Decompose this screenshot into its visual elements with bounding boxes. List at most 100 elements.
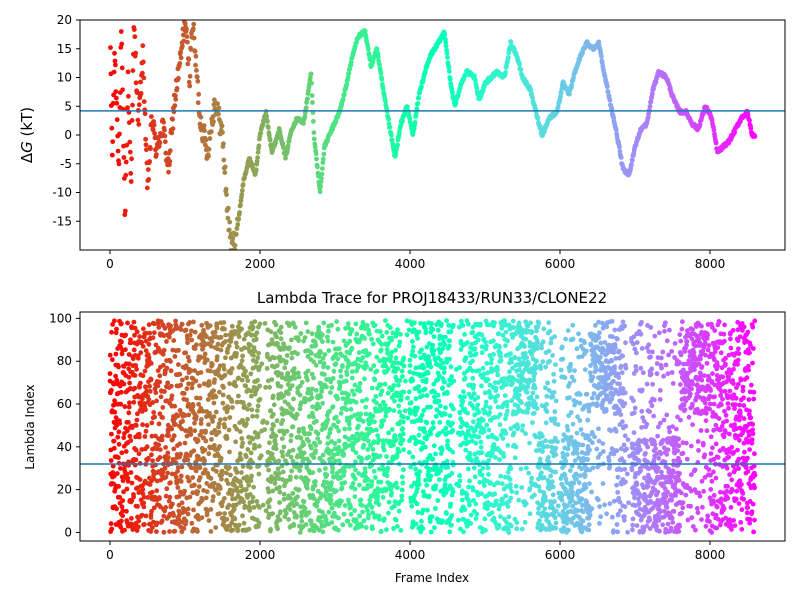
lambda-point	[165, 451, 170, 456]
lambda-point	[130, 481, 135, 486]
lambda-point	[291, 448, 296, 453]
free-energy-point	[110, 153, 115, 158]
lambda-point	[348, 339, 353, 344]
lambda-point	[541, 339, 546, 344]
free-energy-point	[235, 222, 240, 227]
lambda-point	[210, 339, 215, 344]
lambda-point	[117, 421, 122, 426]
lambda-point	[482, 429, 487, 434]
lambda-point	[255, 414, 260, 419]
lambda-point	[248, 371, 253, 376]
lambda-point	[157, 422, 162, 427]
lambda-point	[356, 363, 361, 368]
lambda-point	[126, 420, 131, 425]
lambda-point	[509, 360, 514, 365]
free-energy-point	[309, 72, 314, 77]
lambda-point	[185, 458, 190, 463]
lambda-point	[193, 330, 198, 335]
free-energy-point	[237, 210, 242, 215]
lambda-point	[313, 448, 318, 453]
free-energy-point	[315, 165, 320, 170]
lambda-point	[474, 512, 479, 517]
lambda-point	[223, 417, 228, 422]
free-energy-point	[517, 62, 522, 67]
free-energy-point	[648, 104, 653, 109]
lambda-point	[400, 374, 405, 379]
lambda-point	[351, 481, 356, 486]
free-energy-point	[112, 70, 117, 75]
lambda-point	[259, 453, 264, 458]
lambda-point	[491, 338, 496, 343]
lambda-point	[160, 415, 165, 420]
free-energy-point	[318, 189, 323, 194]
lambda-point	[278, 518, 283, 523]
lambda-point	[331, 376, 336, 381]
lambda-point	[203, 448, 208, 453]
lambda-point	[345, 372, 350, 377]
lambda-point	[213, 525, 218, 530]
lambda-point	[360, 503, 365, 508]
lambda-point	[156, 325, 161, 330]
lambda-point	[266, 468, 271, 473]
lambda-point	[340, 486, 345, 491]
lambda-point	[270, 337, 275, 342]
lambda-point	[386, 511, 391, 516]
lambda-point	[410, 349, 415, 354]
free-energy-point	[286, 143, 291, 148]
lambda-point	[523, 337, 528, 342]
lambda-point	[533, 402, 538, 407]
free-energy-point	[314, 151, 319, 156]
lambda-point	[320, 339, 325, 344]
lambda-point	[492, 320, 497, 325]
lambda-point	[326, 510, 331, 515]
lambda-point	[168, 480, 173, 485]
lambda-point	[186, 507, 191, 512]
lambda-point	[146, 397, 151, 402]
free-energy-point	[445, 55, 450, 60]
free-energy-point	[113, 89, 118, 94]
lambda-point	[445, 459, 450, 464]
free-energy-point	[257, 143, 262, 148]
lambda-point	[528, 320, 533, 325]
lambda-point	[279, 325, 284, 330]
lambda-point	[299, 436, 304, 441]
lambda-point	[506, 530, 511, 535]
lambda-point	[136, 519, 141, 524]
free-energy-point	[503, 70, 508, 75]
lambda-point	[520, 423, 525, 428]
lambda-point	[184, 519, 189, 524]
free-energy-point	[193, 63, 198, 68]
lambda-point	[356, 424, 361, 429]
lambda-point	[132, 348, 137, 353]
lambda-point	[182, 526, 187, 531]
free-energy-point	[599, 54, 604, 59]
lambda-point	[364, 397, 369, 402]
lambda-point	[248, 465, 253, 470]
lambda-point	[495, 373, 500, 378]
lambda-point	[434, 414, 439, 419]
lambda-point	[392, 399, 397, 404]
lambda-point	[378, 329, 383, 334]
lambda-point	[109, 432, 114, 437]
lambda-point	[357, 514, 362, 519]
free-energy-x-tick-label: 6000	[545, 257, 576, 271]
lambda-point	[304, 522, 309, 527]
lambda-point	[427, 494, 432, 499]
lambda-point	[321, 453, 326, 458]
lambda-point	[536, 321, 541, 326]
lambda-point	[166, 433, 171, 438]
lambda-point	[342, 480, 347, 485]
lambda-point	[432, 348, 437, 353]
lambda-point	[443, 412, 448, 417]
lambda-point	[244, 487, 249, 492]
lambda-point	[153, 390, 158, 395]
lambda-point	[379, 348, 384, 353]
lambda-point	[363, 348, 368, 353]
lambda-point	[285, 371, 290, 376]
lambda-point	[230, 324, 235, 329]
lambda-point	[473, 474, 478, 479]
lambda-point	[109, 388, 114, 393]
lambda-point	[240, 378, 245, 383]
lambda-point	[186, 413, 191, 418]
lambda-point	[420, 393, 425, 398]
